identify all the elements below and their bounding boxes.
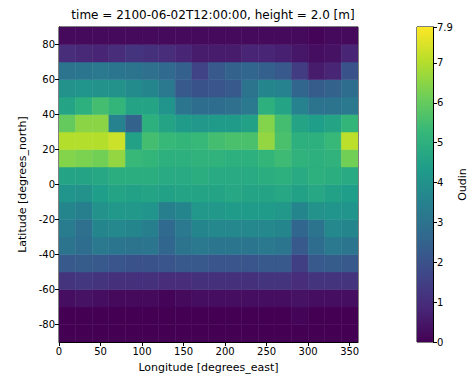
svg-text:200: 200 xyxy=(216,346,235,357)
svg-text:60: 60 xyxy=(42,74,55,85)
svg-text:1: 1 xyxy=(437,297,443,308)
svg-text:350: 350 xyxy=(340,346,359,357)
svg-text:4: 4 xyxy=(437,177,443,188)
svg-text:2: 2 xyxy=(437,257,443,268)
svg-text:-80: -80 xyxy=(39,319,55,330)
svg-text:time = 2100-06-02T12:00:00, he: time = 2100-06-02T12:00:00, height = 2.0… xyxy=(71,8,354,22)
svg-text:0: 0 xyxy=(49,179,55,190)
svg-text:-60: -60 xyxy=(39,284,55,295)
svg-text:40: 40 xyxy=(42,109,55,120)
svg-text:0: 0 xyxy=(56,346,62,357)
svg-text:20: 20 xyxy=(42,144,55,155)
svg-text:-20: -20 xyxy=(39,214,55,225)
svg-text:300: 300 xyxy=(299,346,318,357)
svg-text:80: 80 xyxy=(42,39,55,50)
svg-text:Longitude [degrees_east]: Longitude [degrees_east] xyxy=(138,361,278,374)
svg-text:250: 250 xyxy=(257,346,276,357)
svg-text:50: 50 xyxy=(94,346,107,357)
svg-text:100: 100 xyxy=(133,346,152,357)
svg-text:7: 7 xyxy=(437,57,443,68)
svg-text:Oudin: Oudin xyxy=(456,168,469,201)
svg-text:150: 150 xyxy=(174,346,193,357)
svg-text:5: 5 xyxy=(437,137,443,148)
svg-text:3: 3 xyxy=(437,217,443,228)
svg-text:-40: -40 xyxy=(39,249,55,260)
svg-text:0: 0 xyxy=(437,337,443,348)
svg-text:7.9: 7.9 xyxy=(437,22,453,33)
svg-text:6: 6 xyxy=(437,97,443,108)
svg-text:Latitude [degrees_north]: Latitude [degrees_north] xyxy=(16,116,29,253)
